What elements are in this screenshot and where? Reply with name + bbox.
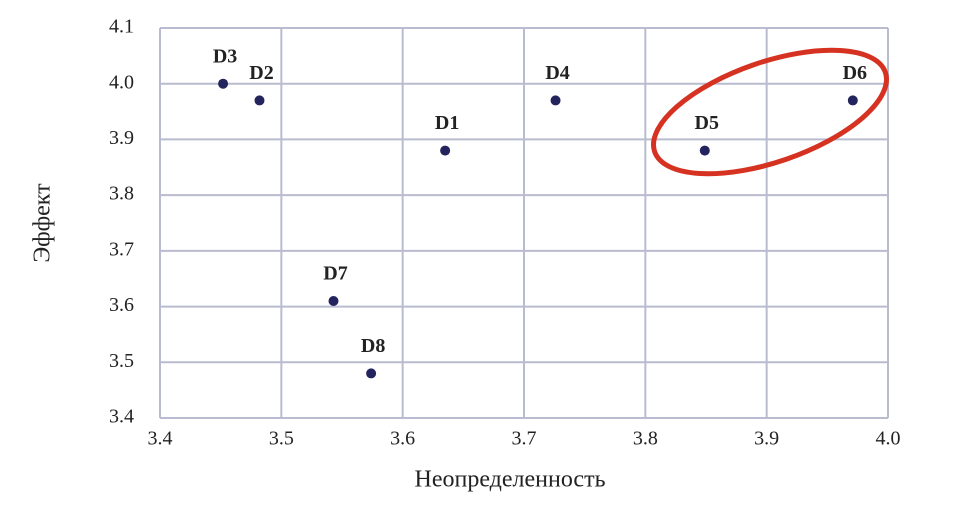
- y-tick-label: 3.6: [109, 294, 134, 316]
- x-tick-label: 3.7: [512, 428, 537, 450]
- point-label: D2: [249, 62, 273, 84]
- y-tick-label: 3.9: [109, 127, 134, 149]
- point: [440, 145, 451, 156]
- y-tick-label: 3.5: [109, 350, 134, 372]
- point-label: D8: [361, 335, 385, 357]
- x-tick-label: 3.8: [633, 428, 658, 450]
- y-tick-label: 4.1: [109, 16, 134, 38]
- x-tick-label: 3.9: [754, 428, 779, 450]
- y-axis-title: Эффект: [30, 183, 56, 263]
- point: [699, 145, 710, 156]
- y-tick-label: 3.8: [109, 183, 134, 205]
- point-label: D6: [843, 62, 867, 84]
- x-tick-label: 3.6: [390, 428, 415, 450]
- point: [218, 78, 229, 89]
- y-tick-label: 4.0: [109, 71, 134, 93]
- x-tick-label: 4.0: [876, 428, 901, 450]
- point-label: D1: [435, 112, 459, 134]
- point: [254, 95, 265, 106]
- x-tick-label: 3.5: [269, 428, 294, 450]
- point: [328, 296, 339, 306]
- point: [366, 368, 377, 379]
- point-label: D5: [695, 112, 719, 134]
- x-axis-title: Неопределенность: [414, 467, 605, 493]
- point-label: D4: [545, 62, 569, 84]
- x-tick-label: 3.4: [148, 428, 173, 450]
- point-label: D7: [323, 263, 347, 285]
- highlight-ellipse: [651, 47, 889, 177]
- point-label: D3: [213, 45, 237, 67]
- point: [847, 95, 858, 106]
- y-tick-label: 3.7: [109, 238, 134, 260]
- point: [550, 95, 561, 106]
- y-tick-label: 3.4: [109, 406, 134, 428]
